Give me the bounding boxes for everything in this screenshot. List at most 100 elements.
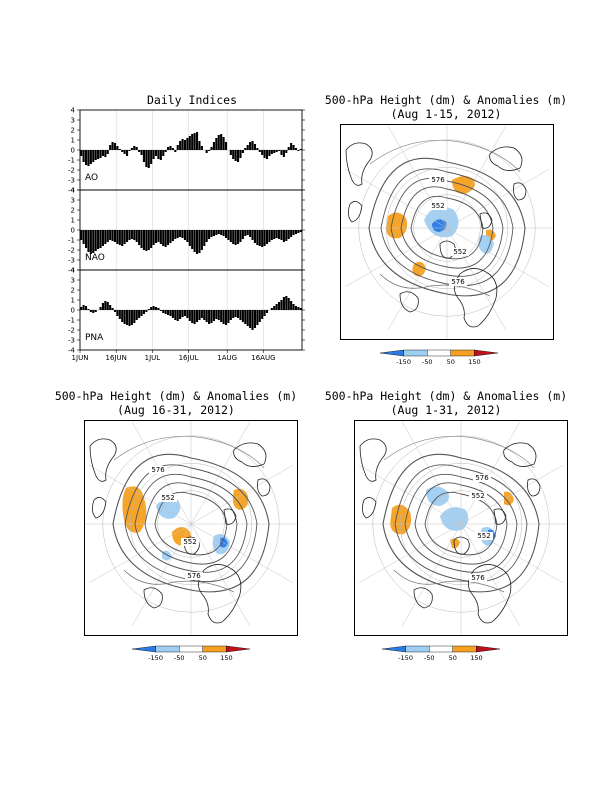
bar-ao	[229, 150, 232, 155]
bar-pna	[236, 310, 240, 318]
bar-pna	[138, 310, 141, 318]
bar-ao	[241, 150, 244, 153]
height-contour	[112, 453, 270, 593]
bar-nao	[104, 230, 107, 244]
bar-pna	[152, 306, 155, 310]
bar-ao	[282, 150, 285, 157]
bar-pna	[116, 310, 119, 316]
colorbar-segment	[202, 645, 227, 653]
bar-pna	[261, 310, 264, 319]
y-tick-label: -4	[68, 187, 76, 195]
bar-ao	[101, 150, 104, 156]
y-tick-label: 3	[71, 197, 75, 205]
bar-nao	[169, 230, 172, 243]
map-content: 576 552 552 576	[355, 421, 567, 635]
bar-pna	[299, 308, 302, 310]
contour-label: 576	[431, 176, 445, 184]
bar-nao	[285, 230, 288, 241]
bar-ao	[191, 134, 194, 150]
bar-ao	[236, 150, 240, 162]
bar-pna	[101, 303, 104, 310]
y-tick-label: -1	[68, 317, 75, 325]
height-contour	[383, 435, 535, 469]
height-contour	[400, 186, 494, 269]
bar-ao	[106, 150, 109, 154]
bar-nao	[263, 230, 266, 246]
bar-ao	[183, 140, 187, 150]
bar-nao	[123, 230, 126, 244]
bar-ao	[222, 137, 225, 150]
coastline	[413, 587, 433, 609]
bar-ao	[162, 150, 165, 156]
bar-ao	[290, 143, 293, 150]
contour-label-bg	[181, 538, 199, 546]
bar-pna	[140, 310, 143, 316]
anomaly-region	[432, 219, 447, 232]
bar-pna	[273, 306, 276, 310]
bar-nao	[215, 230, 218, 235]
colorbar-segment	[450, 349, 475, 357]
bar-nao	[195, 230, 199, 254]
bar-ao	[121, 150, 124, 152]
coastline	[198, 564, 242, 624]
bar-pna	[159, 310, 162, 311]
bar-ao	[159, 150, 162, 160]
bar-ao	[294, 148, 298, 150]
bar-nao	[224, 230, 228, 238]
colorbar-aug-1-15: -150 -50 50 150	[379, 349, 499, 366]
bar-nao	[297, 230, 300, 233]
bar-pna	[263, 310, 266, 316]
bar-nao	[130, 230, 133, 239]
bar-ao	[198, 141, 201, 150]
bar-pna	[135, 310, 138, 320]
coastline	[399, 291, 419, 313]
bar-pna	[285, 296, 288, 310]
bar-pna	[292, 304, 295, 310]
bar-pna	[176, 310, 179, 321]
bar-nao	[140, 230, 143, 248]
bar-pna	[186, 310, 189, 318]
bar-nao	[282, 230, 285, 242]
bar-pna	[125, 310, 129, 325]
bar-ao	[215, 138, 218, 150]
height-contour	[368, 157, 526, 297]
bar-ao	[193, 133, 196, 150]
bar-pna	[244, 310, 247, 324]
bar-ao	[145, 150, 148, 167]
bar-pna	[249, 310, 252, 328]
meridian	[190, 464, 293, 525]
bar-nao	[275, 230, 278, 238]
meridian	[359, 523, 462, 584]
bar-ao	[275, 150, 278, 152]
bar-nao	[186, 230, 189, 242]
bar-ao	[80, 150, 83, 156]
bar-pna	[191, 310, 194, 323]
contour-label-bg	[149, 466, 167, 474]
series-label: PNA	[85, 333, 104, 343]
bar-pna	[205, 310, 208, 322]
contour-label: 552	[477, 532, 490, 540]
bar-nao	[278, 230, 281, 239]
bar-nao	[212, 230, 215, 236]
bar-pna	[203, 310, 206, 320]
bar-nao	[198, 230, 201, 253]
anomaly-region	[478, 235, 494, 254]
bar-ao	[220, 134, 223, 150]
bar-nao	[80, 230, 83, 240]
coastline	[359, 438, 387, 482]
contour-label: 552	[431, 202, 444, 210]
coastline	[454, 268, 498, 328]
x-tick-label: 1JUL	[145, 354, 161, 362]
map3-title: 500-hPa Height (dm) & Anomalies (m) (Aug…	[306, 389, 586, 417]
height-contour	[123, 569, 235, 593]
bar-nao	[220, 230, 223, 235]
bar-pna	[275, 304, 278, 310]
bar-ao	[186, 138, 189, 150]
y-tick-label: 0	[71, 307, 75, 315]
contour-label: 576	[151, 466, 165, 474]
height-contour	[134, 473, 248, 573]
contour-label: 576	[471, 574, 485, 582]
y-tick-label: 2	[71, 287, 75, 295]
x-tick-label: 1JUN	[72, 354, 89, 362]
bar-nao	[256, 230, 259, 245]
